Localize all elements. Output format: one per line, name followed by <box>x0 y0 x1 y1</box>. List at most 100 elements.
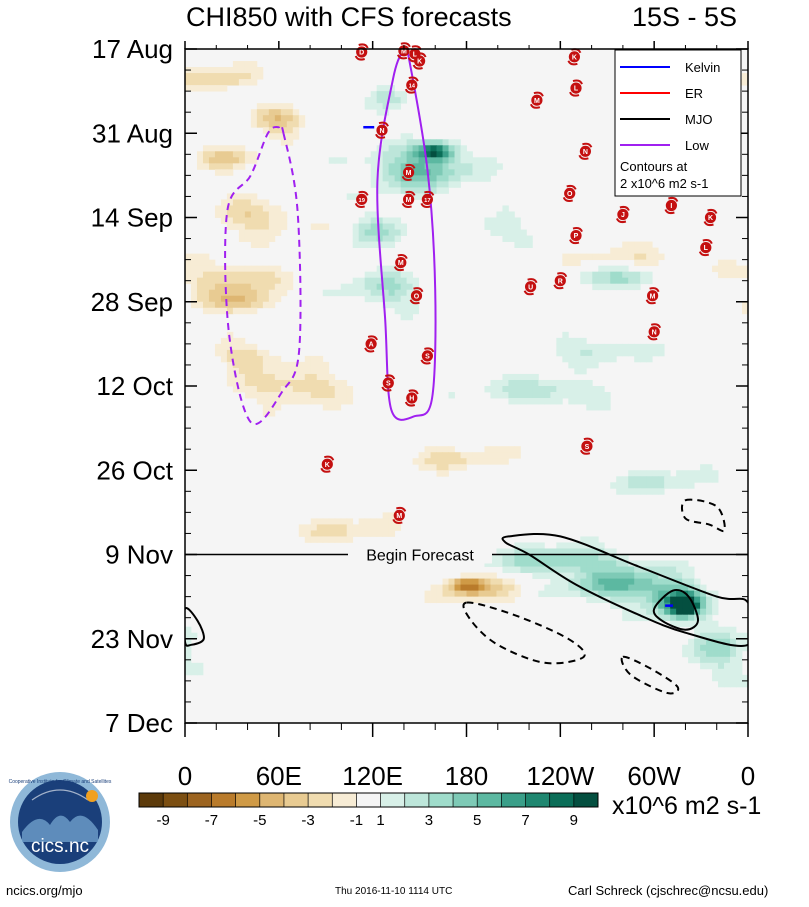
chi-field-cell <box>646 602 653 610</box>
chi-field-cell <box>616 271 623 279</box>
chi-field-cell <box>190 265 198 273</box>
chi-field-cell <box>682 644 689 652</box>
chi-field-cell <box>442 578 449 585</box>
chi-field-cell <box>712 470 719 477</box>
chi-field-cell <box>370 223 378 230</box>
chi-field-cell <box>718 650 725 658</box>
chi-field-cell <box>244 271 252 279</box>
chi-field-cell <box>508 223 515 230</box>
chi-field-cell <box>442 181 449 188</box>
chi-field-cell <box>562 578 569 585</box>
chi-field-cell <box>604 548 611 555</box>
chi-field-cell <box>694 650 701 658</box>
chi-field-cell <box>514 223 521 230</box>
chi-field-cell <box>490 392 497 399</box>
chi-field-cell <box>316 524 324 531</box>
chi-field-cell <box>256 241 264 248</box>
chi-field-cell <box>592 542 599 549</box>
chi-field-cell <box>274 398 282 405</box>
chi-field-cell <box>604 560 611 567</box>
chi-field-cell <box>238 361 246 369</box>
chi-field-cell <box>238 193 246 200</box>
chi-field-cell <box>274 295 282 303</box>
colorbar-tick-label: -5 <box>253 812 266 829</box>
chi-field-cell <box>502 373 509 381</box>
chi-field-cell <box>502 590 509 598</box>
chi-field-cell <box>688 608 695 616</box>
chi-field-cell <box>640 608 647 616</box>
chi-field-cell <box>586 392 593 399</box>
chi-field-cell <box>256 283 264 291</box>
chi-field-cell <box>382 187 390 194</box>
chi-field-cell <box>550 560 557 567</box>
chi-field-cell <box>316 361 324 369</box>
chi-field-cell <box>226 157 234 164</box>
chi-field-cell <box>610 355 617 363</box>
chi-field-cell <box>718 662 725 670</box>
storm-symbol-icon <box>395 257 407 269</box>
chi-field-cell <box>280 127 288 134</box>
chi-field-cell <box>652 253 659 261</box>
chi-field-cell <box>574 398 581 405</box>
chi-field-cell <box>190 289 198 297</box>
chi-field-cell <box>508 217 515 224</box>
storm-arm-icon <box>420 359 431 365</box>
chi-field-cell <box>472 157 479 164</box>
chi-field-cell <box>604 404 611 411</box>
chi-field-cell <box>508 446 515 453</box>
chi-field-cell <box>622 560 629 567</box>
chi-field-cell <box>658 560 665 567</box>
chi-field-cell <box>514 379 521 387</box>
chi-field-cell <box>185 265 192 273</box>
chi-field-cell <box>214 169 222 176</box>
y-tick-label: 9 Nov <box>105 540 173 570</box>
chi-field-cell <box>352 193 360 200</box>
chi-field-cell <box>544 566 551 573</box>
chi-field-cell <box>724 271 731 279</box>
chi-field-cell <box>646 476 653 483</box>
chi-field-cell <box>292 127 300 134</box>
chi-field-cell <box>394 145 402 152</box>
chi-field-cell <box>634 241 641 248</box>
chi-field-cell <box>550 584 557 592</box>
chi-field-cell <box>232 193 240 200</box>
chi-field-cell <box>226 67 234 74</box>
chi-field-cell <box>694 638 701 646</box>
storm-arm-icon <box>381 386 392 392</box>
chi-field-cell <box>238 337 246 345</box>
chi-field-cell <box>586 361 593 369</box>
colorbar-swatch <box>235 793 261 807</box>
legend-label-er: ER <box>685 86 703 101</box>
chi-field-cell <box>466 151 473 158</box>
chi-field-cell <box>436 169 443 176</box>
storm-arm-icon <box>645 299 656 305</box>
chi-field-cell <box>370 295 378 303</box>
chi-field-cell <box>616 590 623 598</box>
storm-symbol-icon <box>665 199 677 212</box>
chi-field-cell <box>562 392 569 399</box>
storm-arm-icon <box>385 374 396 380</box>
chi-field-cell <box>322 536 330 543</box>
chi-field-cell <box>646 614 653 622</box>
chi-field-cell <box>382 512 390 519</box>
chi-field-cell <box>394 229 402 236</box>
chi-field-cell <box>376 217 384 224</box>
chi-field-cell <box>256 367 264 375</box>
chi-field-cell <box>670 482 677 489</box>
chi-field-cell <box>622 271 629 279</box>
chi-field-cell <box>346 283 354 291</box>
chi-field-cell <box>214 295 222 303</box>
mjo-contour-dashed <box>680 498 726 533</box>
chi-field-cell <box>514 398 521 405</box>
storm-arm-icon <box>567 60 578 66</box>
storm-symbol-icon <box>581 440 593 452</box>
chi-field-cell <box>244 301 252 309</box>
storm-arm-icon <box>400 42 411 48</box>
chi-field-cell <box>598 584 605 592</box>
chi-field-cell <box>316 518 324 525</box>
chi-field-cell <box>598 560 605 567</box>
chi-field-cell <box>610 602 617 610</box>
chi-field-cell <box>514 548 521 555</box>
chi-field-cell <box>448 584 455 592</box>
chi-field-cell <box>664 608 671 616</box>
